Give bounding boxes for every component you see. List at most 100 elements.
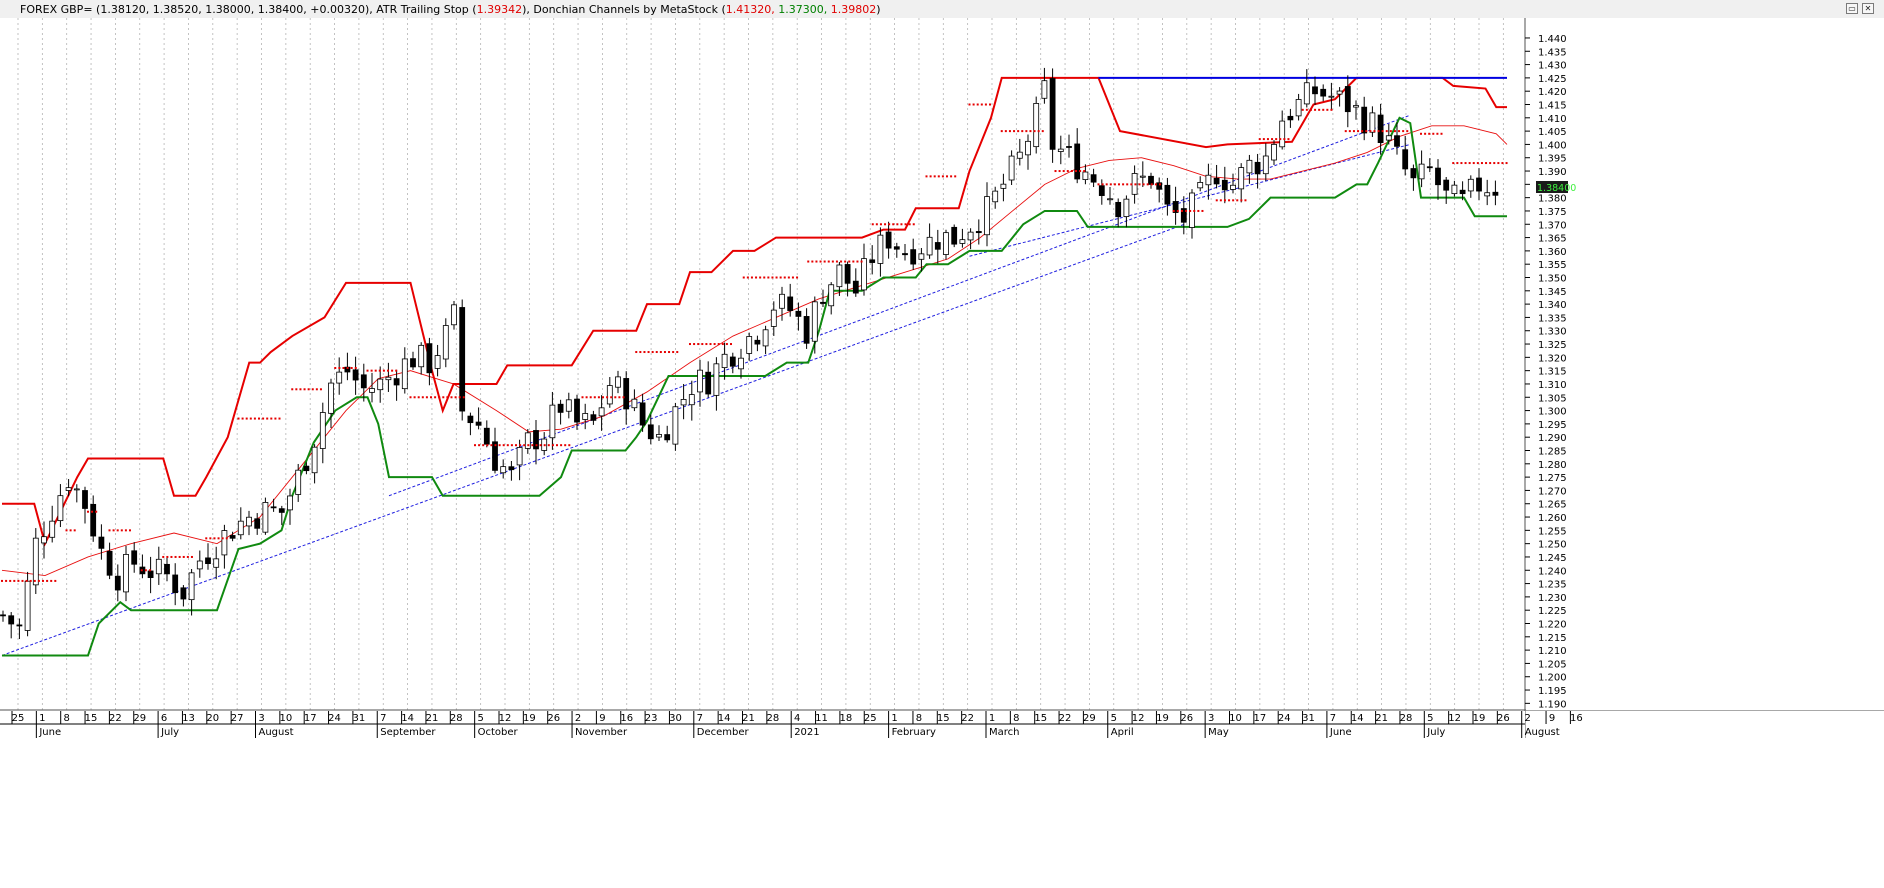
day-tick-label: 25: [864, 713, 877, 724]
candle-body-up: [943, 232, 949, 255]
candle: [1435, 159, 1441, 200]
restore-button[interactable]: ▭: [1846, 3, 1858, 14]
atr-stop-dot: [556, 444, 558, 447]
candle-body-up: [1139, 175, 1146, 178]
atr-stop-dot: [610, 396, 613, 399]
candle-body-up: [221, 530, 228, 556]
day-tick-label: 21: [426, 713, 439, 724]
atr-stop-dot: [1460, 162, 1463, 165]
candle-body-up: [1385, 135, 1392, 141]
atr-stop-dot: [1236, 199, 1239, 202]
candle-body-up: [1082, 171, 1089, 181]
atr-stop-dot: [651, 351, 654, 354]
candle: [721, 342, 728, 380]
candle: [1402, 135, 1409, 176]
candle: [16, 618, 23, 640]
candle-body-up: [549, 404, 556, 439]
atr-stop-dot: [527, 444, 530, 447]
price-chart[interactable]: 1.440 1.435 1.430 1.425 1.420 1.415 1.410 1.405…: [0, 18, 1884, 888]
candle: [738, 348, 744, 379]
month-label: August: [259, 727, 294, 738]
candle: [533, 419, 539, 465]
atr-stop-dot: [515, 444, 517, 447]
candle: [1246, 154, 1253, 184]
candle-body-down: [1320, 88, 1327, 97]
candle-body-up: [1123, 198, 1130, 217]
atr-stop-dot: [462, 396, 465, 399]
atr-stop-dot: [116, 529, 119, 532]
candle: [328, 378, 334, 428]
price-tick-label: 1.395: [1538, 154, 1567, 165]
day-tick-label: 24: [1278, 713, 1291, 724]
candle: [1205, 163, 1212, 200]
atr-stop-dot: [980, 103, 983, 106]
atr-stop-dot: [693, 343, 696, 346]
close-button[interactable]: ✕: [1862, 3, 1874, 14]
candle: [664, 425, 671, 443]
day-tick-label: 28: [450, 713, 463, 724]
day-tick-label: 31: [1302, 713, 1315, 724]
candle-body-up: [680, 399, 687, 406]
atr-stop-dot: [775, 276, 778, 279]
atr-stop-dot: [1322, 108, 1325, 111]
candle: [1312, 76, 1318, 105]
atr-stop-dot: [912, 223, 915, 226]
candle-body-up: [1008, 155, 1015, 181]
candle-body-up: [672, 406, 679, 445]
candle: [647, 414, 654, 445]
atr-stop-dot: [539, 444, 542, 447]
atr-stop-dot: [663, 351, 666, 354]
candle: [762, 325, 769, 355]
candle-body-up: [598, 407, 605, 417]
candle: [902, 243, 908, 261]
candle-body-down: [1213, 177, 1220, 185]
candle: [1049, 68, 1056, 163]
candle: [0, 610, 6, 622]
atr-stop-dot: [166, 555, 169, 558]
candle: [656, 425, 662, 441]
candle: [1172, 186, 1179, 225]
price-tick-label: 1.405: [1538, 127, 1567, 138]
day-tick-label: 26: [1497, 713, 1510, 724]
candle-body-down: [1254, 161, 1261, 175]
atr-stop-dot: [17, 579, 20, 582]
candle-body-down: [492, 441, 498, 471]
last-price-box: [1536, 181, 1568, 194]
candle: [418, 342, 425, 375]
candle: [1107, 186, 1113, 205]
atr-stop-dot: [378, 369, 381, 372]
candle-body-up: [500, 466, 507, 474]
price-tick-label: 1.310: [1538, 380, 1567, 391]
candle-body-down: [131, 550, 138, 565]
atr-stop-dot: [486, 444, 489, 447]
atr-stop-dot: [482, 444, 485, 447]
price-axis: 1.440 1.435 1.430 1.425 1.420 1.415 1.410 1.405…: [1525, 18, 1884, 710]
day-tick-label: 5: [1111, 713, 1117, 724]
candle: [1410, 164, 1417, 191]
atr-stop-dot: [510, 444, 513, 447]
atr-stop-dot: [1008, 130, 1011, 133]
atr-stop-dot: [350, 366, 353, 369]
candle: [188, 569, 195, 616]
candle-body-up: [516, 447, 523, 466]
candle: [1287, 108, 1294, 128]
candle-body-down: [705, 371, 712, 395]
atr-stop-dot: [1373, 130, 1376, 133]
candle: [754, 335, 761, 352]
atr-stop-dot: [395, 369, 398, 372]
candle: [426, 337, 433, 386]
candle-body-up: [1279, 120, 1286, 148]
candle: [155, 546, 162, 585]
candle-body-up: [1205, 174, 1212, 186]
price-tick-label: 1.190: [1538, 699, 1567, 710]
day-tick-label: 29: [133, 713, 146, 724]
atr-stop-dot: [1436, 132, 1439, 135]
atr-stop-dot: [258, 417, 260, 420]
atr-stop-dot: [972, 103, 975, 106]
candle-body-up: [49, 520, 56, 538]
price-tick-label: 1.315: [1538, 367, 1567, 378]
candle-body-down: [229, 535, 236, 539]
day-tick-label: 1: [989, 713, 995, 724]
atr-stop-dot: [178, 555, 181, 558]
day-tick-label: 17: [304, 713, 317, 724]
